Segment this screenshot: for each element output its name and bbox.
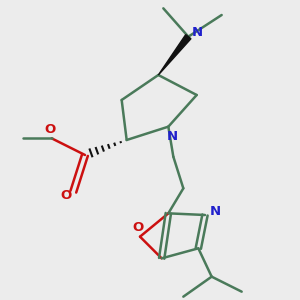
Text: N: N	[209, 205, 220, 218]
Text: O: O	[133, 221, 144, 234]
Text: O: O	[60, 189, 72, 202]
Text: O: O	[44, 122, 56, 136]
Polygon shape	[158, 34, 191, 75]
Text: N: N	[167, 130, 178, 142]
Text: N: N	[192, 26, 203, 39]
